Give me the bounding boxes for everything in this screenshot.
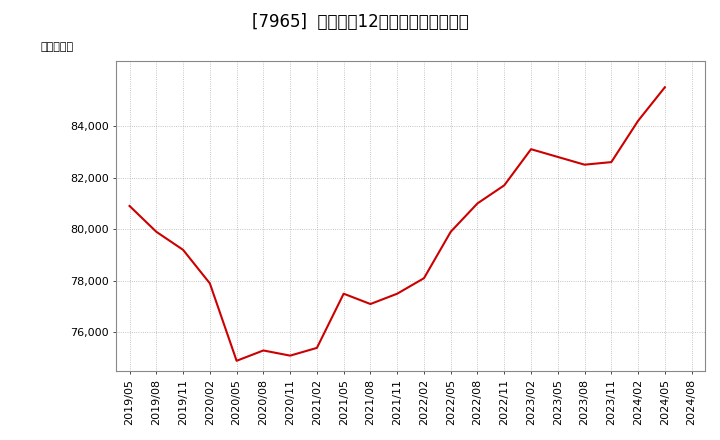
Y-axis label: （百万円）: （百万円） bbox=[41, 42, 74, 52]
Text: [7965]  売上高の12か月移動合計の推移: [7965] 売上高の12か月移動合計の推移 bbox=[251, 13, 469, 31]
